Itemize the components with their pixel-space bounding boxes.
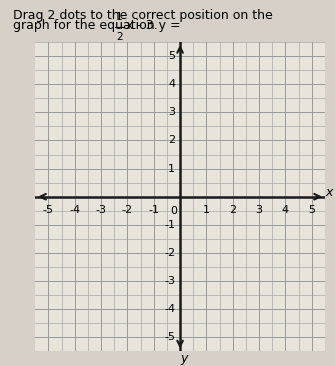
Text: -5: -5: [43, 205, 54, 214]
Text: 5: 5: [308, 205, 315, 214]
Text: -2: -2: [122, 205, 133, 214]
Text: 4: 4: [168, 79, 175, 89]
Text: -1: -1: [164, 220, 175, 230]
Text: 5: 5: [168, 51, 175, 61]
Text: 0: 0: [170, 206, 177, 216]
Text: Drag 2 dots to the correct position on the: Drag 2 dots to the correct position on t…: [13, 9, 273, 22]
Text: y: y: [180, 352, 188, 365]
Text: 4: 4: [282, 205, 289, 214]
Text: 3: 3: [168, 107, 175, 117]
Text: 1: 1: [203, 205, 210, 214]
Text: 2: 2: [229, 205, 236, 214]
Text: -1: -1: [148, 205, 159, 214]
Text: -2: -2: [164, 248, 175, 258]
Text: 3: 3: [256, 205, 263, 214]
Text: 1: 1: [116, 12, 122, 22]
Text: -5: -5: [164, 332, 175, 342]
Text: x - 3.: x - 3.: [127, 19, 158, 32]
Text: graph for the equation y =: graph for the equation y =: [13, 19, 185, 32]
Text: -4: -4: [164, 304, 175, 314]
Text: x: x: [326, 186, 333, 199]
Text: 2: 2: [116, 32, 122, 42]
Text: -3: -3: [164, 276, 175, 286]
Text: -3: -3: [95, 205, 107, 214]
Text: 2: 2: [168, 135, 175, 146]
Text: -4: -4: [69, 205, 80, 214]
Text: 1: 1: [168, 164, 175, 173]
